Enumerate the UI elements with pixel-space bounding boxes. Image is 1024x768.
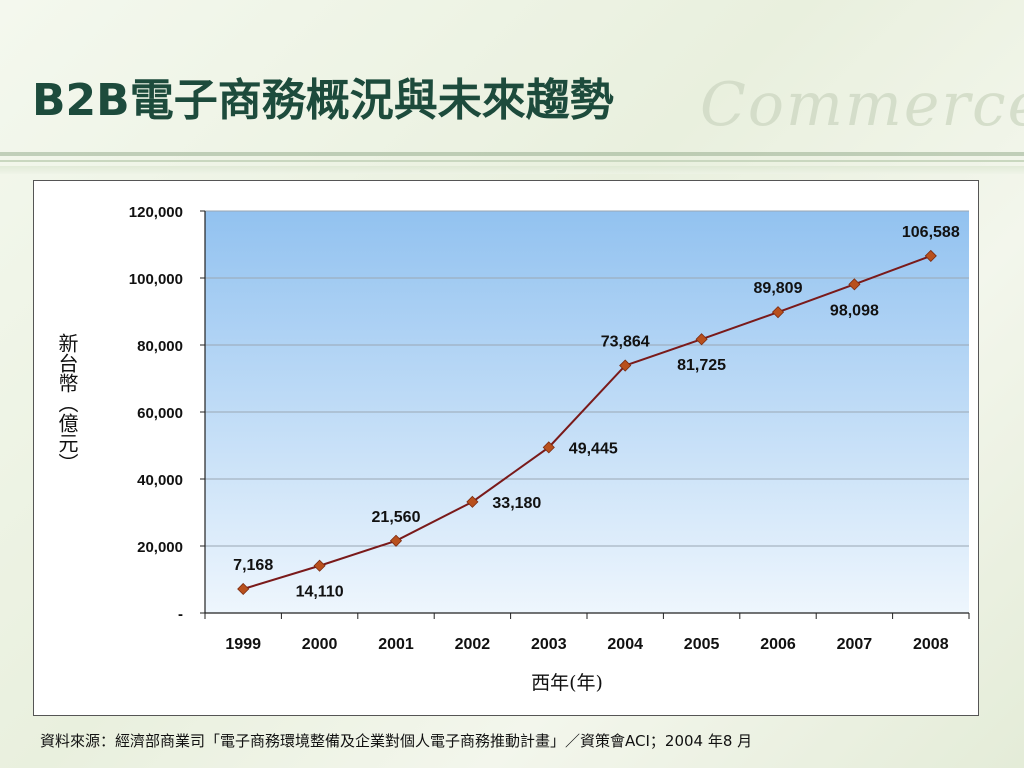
x-tick-label: 2002 (455, 636, 491, 653)
data-label: 106,588 (902, 224, 960, 241)
series-layer (237, 249, 937, 596)
x-tick-label: 2007 (837, 636, 873, 653)
data-point (924, 249, 937, 262)
data-label: 81,725 (677, 357, 726, 374)
data-label: 21,560 (372, 509, 421, 526)
data-point (848, 278, 861, 291)
data-point (619, 359, 632, 372)
x-axis-label: 西年(年) (531, 672, 603, 694)
commerce-watermark: Commerce (700, 70, 1024, 140)
y-tick-label: 100,000 (129, 271, 183, 288)
x-tick-label: 2005 (684, 636, 720, 653)
x-tick-label: 2000 (302, 636, 338, 653)
data-label: 33,180 (492, 495, 541, 512)
x-tick-label: 2004 (607, 636, 643, 653)
data-label: 89,809 (754, 280, 803, 297)
y-tick-label: 40,000 (137, 472, 183, 489)
y-tick-label: 80,000 (137, 338, 183, 355)
x-tick-label: 2003 (531, 636, 567, 653)
x-tick-label: 2001 (378, 636, 414, 653)
data-label: 49,445 (569, 440, 618, 457)
data-labels: 7,168 14,110 21,560 33,180 49,445 73,864 81,72… (233, 224, 960, 601)
y-axis-label: 新台幣（億元） (55, 333, 79, 473)
data-point (389, 534, 403, 547)
x-tick-labels: 1999 2000 2001 2002 2003 2004 2005 2006 2007 2008 (225, 636, 948, 653)
data-point (466, 495, 479, 508)
data-label: 14,110 (296, 584, 344, 601)
series-line (242, 254, 932, 590)
slide-title: B2B電子商務概況與未來趨勢 (32, 75, 614, 126)
x-tick-label: 1999 (225, 636, 261, 653)
y-tick-label: - (178, 606, 183, 623)
y-tick-label: 60,000 (137, 405, 183, 422)
data-point (237, 582, 250, 596)
y-tick-label: 20,000 (137, 539, 183, 556)
b2b-line-chart: -20,00040,00060,00080,000100,000120,000 … (129, 204, 970, 694)
chart-panel: -20,000 40,000 60,000 80,000 100,000 120,000 … (33, 180, 979, 716)
y-tick-label: 120,000 (129, 204, 183, 221)
data-label: 7,168 (233, 557, 273, 574)
title-rule-thin (0, 160, 1024, 162)
x-tick-label: 2008 (913, 636, 949, 653)
source-footnote: 資料來源：經濟部商業司「電子商務環境整備及企業對個人電子商務推動計畫」／資策會A… (40, 732, 753, 750)
x-tick-label: 2006 (760, 636, 796, 653)
title-rule-shadow (0, 166, 1024, 174)
data-point (313, 559, 326, 572)
data-label: 98,098 (830, 302, 879, 319)
y-tick-labels: - 20,000 40,000 60,000 80,000 100,000 120,000 (129, 204, 183, 623)
gridlines (200, 210, 969, 614)
data-point (695, 333, 708, 346)
axes (204, 211, 970, 619)
data-point (771, 306, 785, 319)
data-label: 73,864 (601, 334, 650, 351)
data-point (542, 441, 555, 454)
title-rule (0, 152, 1024, 156)
